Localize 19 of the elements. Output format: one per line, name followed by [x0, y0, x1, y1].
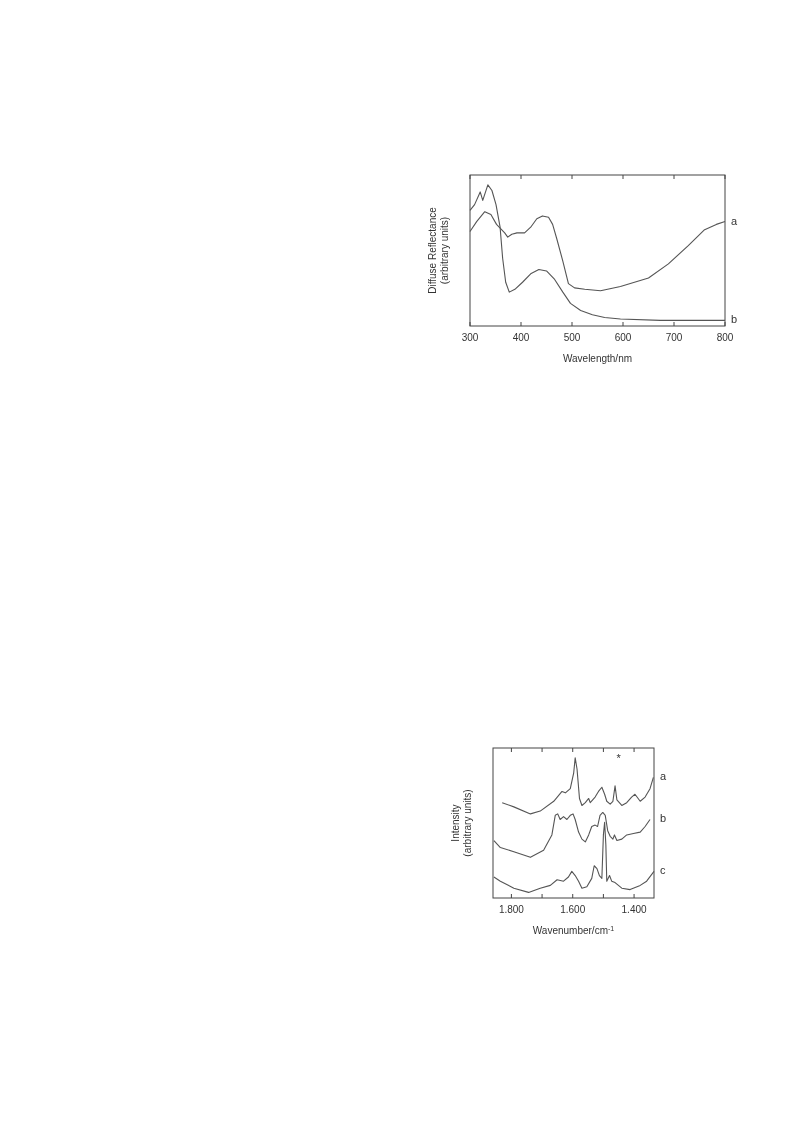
- series-label: b: [731, 313, 738, 326]
- series-label: a: [731, 214, 738, 227]
- y-axis-title: Intensity (arbitrary units): [450, 789, 473, 857]
- x-tick-label: 1.600: [560, 904, 586, 915]
- x-tick-label: 500: [563, 332, 581, 343]
- x-tick-label: 600: [614, 332, 632, 343]
- x-axis-title: Wavenumber/cm$^{-1}$: [532, 924, 615, 936]
- x-axis-title: Wavelength/nm: [562, 353, 633, 364]
- series-label: c: [660, 864, 666, 877]
- annotation: *: [616, 752, 622, 764]
- x-tick-label: 800: [716, 332, 734, 343]
- y-axis-title: Diffuse Reflectance (arbitrary units): [427, 206, 450, 294]
- x-tick-label: 700: [665, 332, 683, 343]
- series-label: a: [660, 770, 667, 783]
- series-label: b: [660, 812, 667, 825]
- x-tick-label: 400: [512, 332, 530, 343]
- x-tick-label: 1.800: [498, 904, 525, 915]
- x-tick-label: 1.400: [621, 904, 648, 915]
- x-tick-label: 300: [461, 332, 479, 343]
